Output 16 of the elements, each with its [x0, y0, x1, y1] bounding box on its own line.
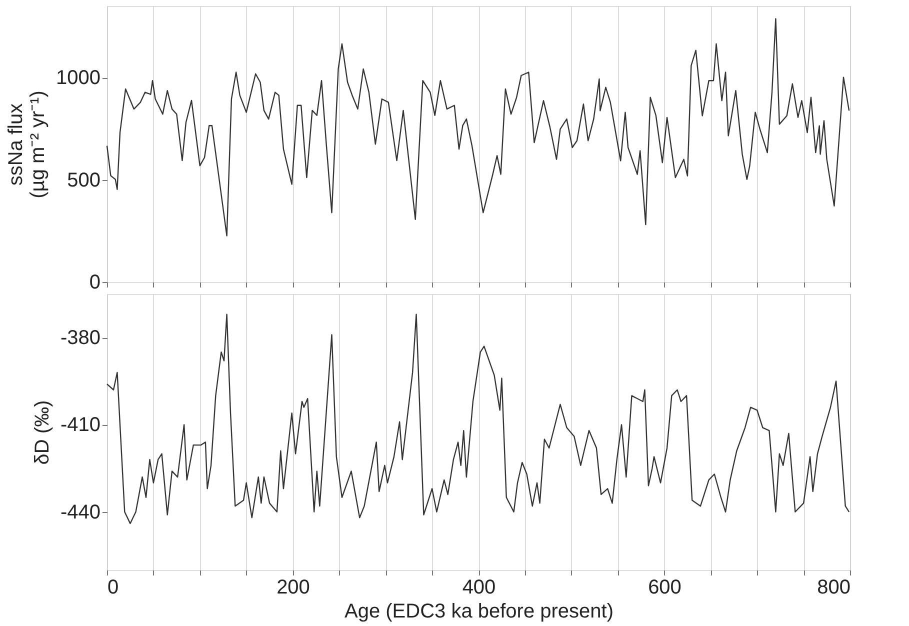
- y-tick-label: -380: [60, 327, 100, 350]
- x-tick-label: 0: [108, 576, 119, 598]
- line-series: [106, 18, 850, 236]
- y-tick-label: -440: [60, 501, 100, 524]
- y-tick-label: 500: [67, 169, 100, 192]
- x-tick-label: 200: [276, 576, 310, 598]
- y-axis-title: δD (‰): [31, 400, 54, 465]
- x-tick-label: 800: [817, 576, 850, 598]
- x-tick-label: 600: [648, 576, 682, 598]
- x-tick-label: 400: [462, 576, 496, 598]
- x-axis-title: Age (EDC3 ka before present): [344, 600, 614, 622]
- y-tick-label: 0: [89, 272, 100, 294]
- line-series: [106, 314, 850, 524]
- y-axis-title: ssNa flux (µg m⁻² yr⁻¹): [5, 90, 50, 198]
- y-tick-label: -410: [60, 414, 100, 436]
- y-tick-label: 1000: [56, 67, 100, 90]
